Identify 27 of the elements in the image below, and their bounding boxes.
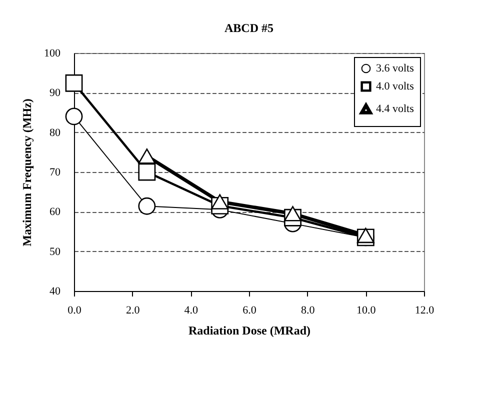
- y-axis-title: Maximum Frequency (MHz): [20, 98, 34, 246]
- point: [211, 194, 229, 210]
- x-tick-label: 4.0: [184, 304, 199, 316]
- point: [65, 108, 83, 126]
- point: [138, 197, 156, 215]
- x-tick-label: 8.0: [300, 304, 316, 316]
- point: [138, 163, 156, 181]
- y-tick-label: 50: [50, 246, 61, 258]
- legend-label: 4.4 volts: [376, 103, 414, 115]
- y-tick-label: 100: [44, 48, 61, 60]
- y-tick-label: 40: [50, 286, 61, 298]
- legend-label: 4.0 volts: [376, 80, 414, 92]
- x-tick-label: 2.0: [126, 304, 140, 316]
- y-tick-label: 70: [50, 166, 61, 178]
- x-axis-title: Radiation Dose (MRad): [188, 324, 310, 338]
- y-tick-label: 60: [50, 206, 61, 218]
- point: [284, 206, 302, 222]
- point: [65, 74, 83, 92]
- y-tick-label: 90: [50, 87, 61, 100]
- legend-label: 3.6 volts: [376, 62, 414, 74]
- x-tick-label: 0.0: [68, 304, 82, 316]
- x-tick-label: 6.0: [242, 304, 257, 316]
- y-tick-label: 80: [50, 126, 61, 139]
- x-tick-label: 12.0: [414, 304, 435, 316]
- chart-title: ABCD #5: [224, 21, 274, 35]
- x-tick-label: 10.0: [356, 304, 376, 316]
- point: [138, 148, 156, 164]
